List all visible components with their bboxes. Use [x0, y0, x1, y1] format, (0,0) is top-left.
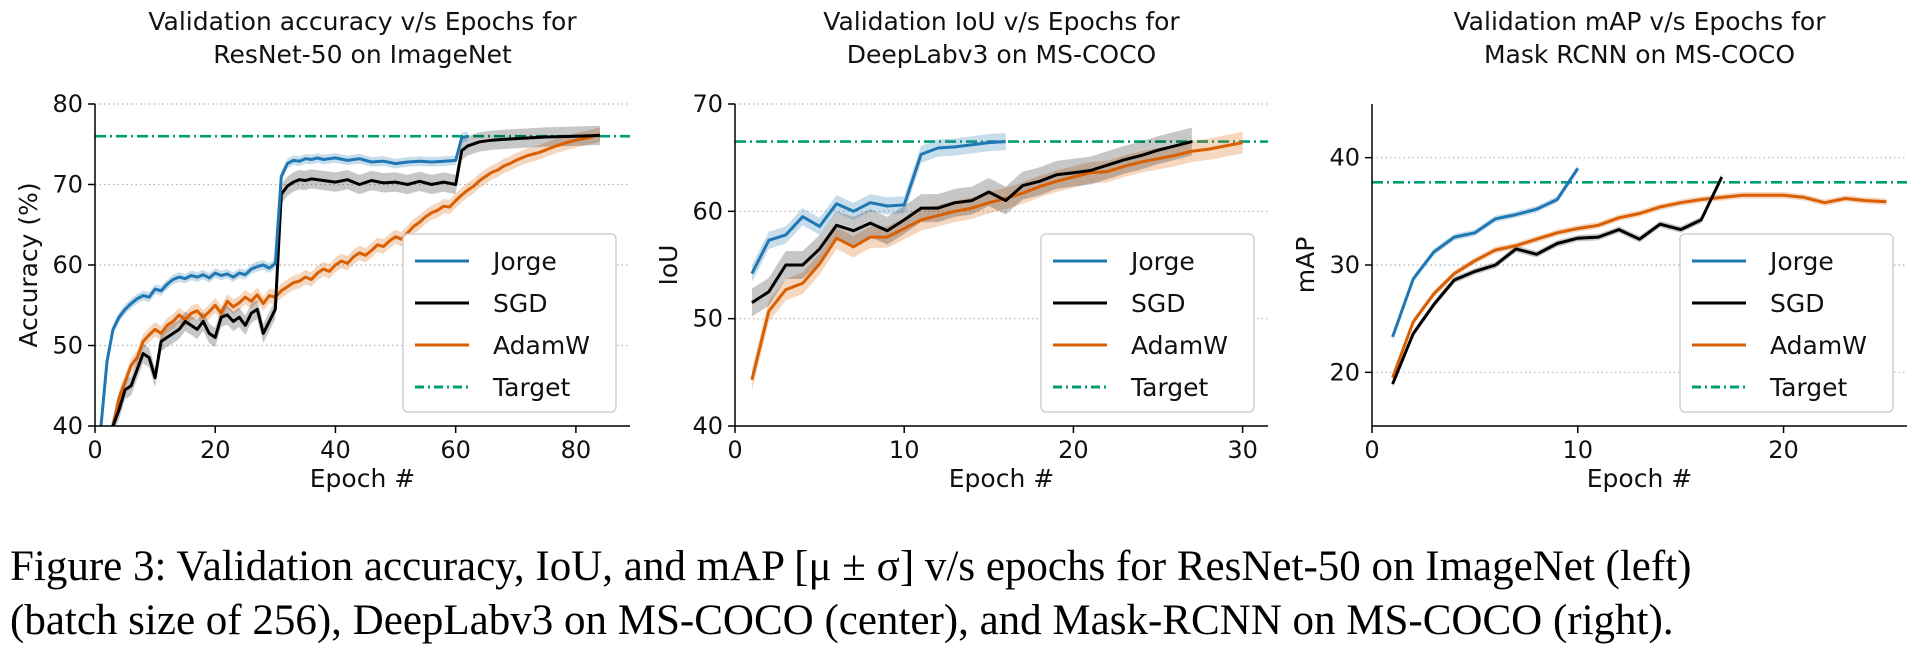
legend-label-jorge: Jorge	[1768, 247, 1834, 276]
band-jorge	[1392, 165, 1578, 341]
series-line-jorge	[99, 134, 469, 426]
legend-label-target: Target	[492, 373, 571, 402]
figure-charts: Validation accuracy v/s Epochs for ResNet…	[14, 7, 1907, 493]
band-sgd	[1392, 173, 1722, 388]
legend-label-sgd: SGD	[1770, 289, 1825, 318]
y-tick-label: 60	[692, 197, 723, 225]
y-tick-label: 70	[52, 171, 83, 199]
legend-label-sgd: SGD	[493, 289, 548, 318]
chart-panel-2: Validation IoU v/s Epochs for DeepLabv3 o…	[654, 7, 1268, 493]
legend-label-target: Target	[1769, 373, 1848, 402]
y-tick-label: 30	[1329, 251, 1360, 279]
legend-box	[1679, 233, 1894, 413]
band-jorge	[751, 132, 1006, 283]
chart-title: Mask RCNN on MS-COCO	[1484, 40, 1795, 69]
chart-title: DeepLabv3 on MS-COCO	[847, 40, 1156, 69]
chart-panel-3: Validation mAP v/s Epochs for Mask RCNN o…	[1291, 7, 1907, 493]
series-line-jorge	[1391, 167, 1580, 338]
y-tick-label: 40	[692, 412, 723, 440]
y-tick-label: 70	[692, 90, 723, 118]
x-tick-label: 40	[320, 436, 351, 464]
legend-label-target: Target	[1130, 373, 1209, 402]
series-line-sgd	[111, 133, 600, 426]
chart-title: Validation IoU v/s Epochs for	[823, 7, 1180, 36]
y-tick-label: 50	[52, 332, 83, 360]
x-tick-label: 0	[87, 436, 102, 464]
chart-title: Validation mAP v/s Epochs for	[1454, 7, 1827, 36]
x-tick-label: 10	[889, 436, 920, 464]
y-tick-label: 80	[52, 90, 83, 118]
y-tick-label: 40	[52, 412, 83, 440]
band-sgd	[110, 125, 600, 426]
legend-label-sgd: SGD	[1131, 289, 1186, 318]
chart-title: ResNet-50 on ImageNet	[213, 40, 512, 69]
x-tick-label: 20	[1768, 436, 1799, 464]
y-axis-label: Accuracy (%)	[14, 182, 43, 347]
legend-box	[402, 233, 617, 413]
plot-area	[95, 125, 630, 426]
chart-panel-1: Validation accuracy v/s Epochs for ResNet…	[14, 7, 630, 493]
plot-area	[735, 127, 1268, 391]
legend-label-adamw: AdamW	[493, 331, 590, 360]
series-line-sgd	[751, 140, 1193, 304]
series-line-jorge	[750, 140, 1006, 275]
series-line-adamw	[111, 133, 601, 426]
series-line-adamw	[750, 141, 1243, 381]
figure-caption: Figure 3: Validation accuracy, IoU, and …	[10, 540, 1910, 648]
band-adamw	[751, 131, 1243, 391]
caption-line-2: (batch size of 256), DeepLabv3 on MS-COC…	[10, 597, 1674, 644]
y-tick-label: 50	[692, 305, 723, 333]
caption-line-1: Figure 3: Validation accuracy, IoU, and …	[10, 543, 1692, 590]
y-axis-label: mAP	[1291, 237, 1320, 294]
x-axis-label: Epoch #	[1587, 464, 1692, 493]
y-tick-label: 40	[1329, 144, 1360, 172]
x-tick-label: 10	[1562, 436, 1593, 464]
legend-label-jorge: Jorge	[491, 247, 557, 276]
x-axis-label: Epoch #	[949, 464, 1054, 493]
x-tick-label: 0	[727, 436, 742, 464]
legend-label-adamw: AdamW	[1131, 331, 1228, 360]
legend-box	[1040, 233, 1255, 413]
legend-label-jorge: Jorge	[1129, 247, 1195, 276]
plot-area	[1372, 165, 1907, 388]
legend-label-adamw: AdamW	[1770, 331, 1867, 360]
x-axis-label: Epoch #	[310, 464, 415, 493]
y-tick-label: 60	[52, 251, 83, 279]
series-line-sgd	[1391, 176, 1724, 385]
series-line-adamw	[1391, 193, 1887, 379]
x-tick-label: 80	[561, 436, 592, 464]
x-tick-label: 20	[200, 436, 231, 464]
chart-title: Validation accuracy v/s Epochs for	[148, 7, 577, 36]
x-tick-label: 20	[1058, 436, 1089, 464]
x-tick-label: 30	[1227, 436, 1258, 464]
x-tick-label: 0	[1364, 436, 1379, 464]
x-tick-label: 60	[440, 436, 471, 464]
y-axis-label: IoU	[654, 245, 683, 286]
y-tick-label: 20	[1329, 358, 1360, 386]
